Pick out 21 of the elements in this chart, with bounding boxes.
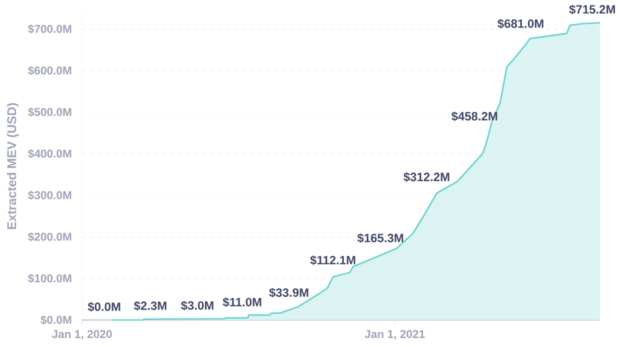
- y-tick-label: $400.0M: [28, 149, 72, 158]
- x-tick-label: Jan 1, 2021: [364, 330, 425, 340]
- annotation: $11.0M: [222, 297, 262, 308]
- annotation: $33.9M: [269, 288, 308, 298]
- y-tick-label: $600.0M: [28, 66, 72, 76]
- annotation: $681.0M: [498, 18, 544, 29]
- annotation: $112.1M: [310, 255, 356, 266]
- y-axis-title: Extracted MEV (USD): [6, 103, 19, 230]
- x-tick-label: Jan 1, 2020: [52, 330, 112, 340]
- y-tick-label: $700.0M: [28, 24, 72, 34]
- y-tick-label: $500.0M: [28, 108, 72, 117]
- annotation: $312.2M: [404, 172, 450, 182]
- y-tick-label: $100.0M: [28, 274, 72, 284]
- y-tick-label: $300.0M: [28, 190, 72, 200]
- annotation: $2.3M: [134, 300, 166, 311]
- annotation: $0.0M: [88, 302, 120, 312]
- annotation: $3.0M: [180, 300, 214, 310]
- annotation: $715.2M: [569, 4, 615, 14]
- annotation: $165.3M: [357, 233, 404, 244]
- y-tick-label: $200.0M: [28, 232, 72, 242]
- y-tick-label: $0.0M: [40, 315, 72, 325]
